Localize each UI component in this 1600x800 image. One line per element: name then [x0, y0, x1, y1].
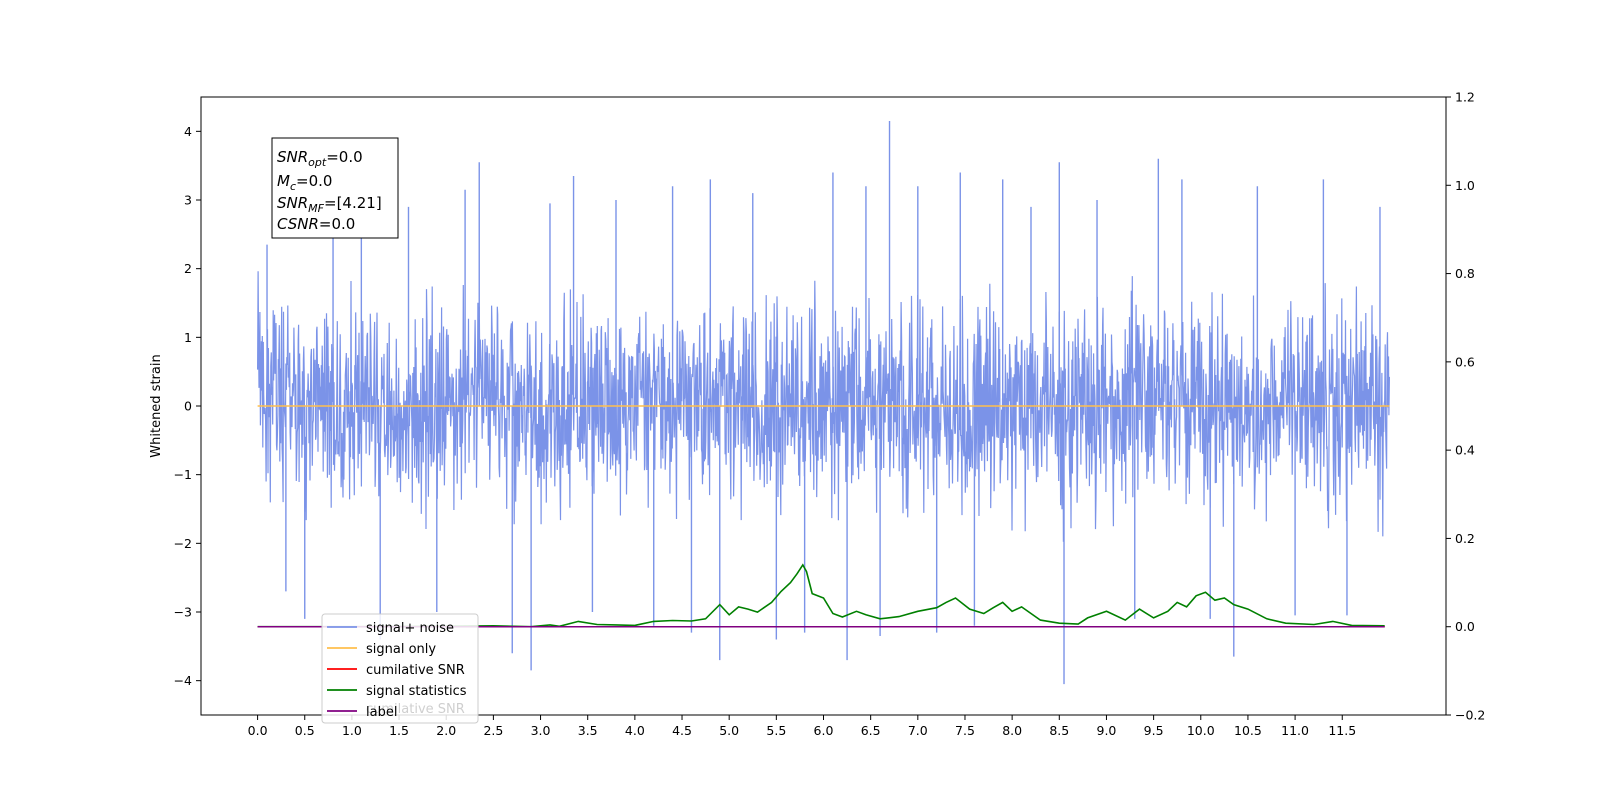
noise-trace — [257, 271, 1390, 542]
x-tick-label: 5.5 — [766, 723, 786, 738]
y-right-tick-label: 0.2 — [1455, 531, 1475, 546]
y-right-tick-label: 0.0 — [1455, 619, 1475, 634]
y-left-tick-label: −4 — [174, 673, 192, 688]
y-left-tick-label: −2 — [174, 536, 192, 551]
x-tick-label: 0.0 — [248, 723, 268, 738]
x-tick-label: 6.5 — [861, 723, 881, 738]
y-axis-right-ticks: −0.2 0.0 0.2 0.4 0.6 0.8 1.0 1.2 — [1446, 90, 1485, 723]
x-tick-label: 3.0 — [531, 723, 551, 738]
x-tick-label: 10.0 — [1187, 723, 1215, 738]
legend-entry: signal only — [366, 642, 436, 657]
x-tick-label: 11.5 — [1328, 723, 1356, 738]
x-tick-label: 8.0 — [1002, 723, 1022, 738]
annotation-snr-opt: SNRopt=0.0 — [277, 148, 363, 169]
x-tick-label: 0.5 — [295, 723, 315, 738]
legend-entry: signal+ noise — [366, 621, 454, 636]
y-axis-label: Whitened strain — [149, 354, 164, 457]
legend-entry: cumilative SNR — [366, 663, 465, 678]
annotation-csnr: CSNR=0.0 — [277, 215, 355, 233]
x-tick-label: 3.5 — [578, 723, 598, 738]
x-tick-label: 5.0 — [719, 723, 739, 738]
x-tick-label: 1.5 — [389, 723, 409, 738]
x-tick-label: 10.5 — [1234, 723, 1262, 738]
annotation-mc: Mc=0.0 — [277, 172, 332, 193]
y-right-tick-label: −0.2 — [1455, 708, 1485, 723]
y-left-tick-label: −1 — [174, 467, 192, 482]
y-left-tick-label: 3 — [184, 193, 192, 208]
x-tick-label: 11.0 — [1281, 723, 1309, 738]
x-tick-label: 1.0 — [342, 723, 362, 738]
x-tick-label: 8.5 — [1049, 723, 1069, 738]
y-right-tick-label: 0.6 — [1455, 354, 1475, 369]
x-tick-label: 6.0 — [814, 723, 834, 738]
annotation-box: SNRopt=0.0 Mc=0.0 SNRMF=[4.21] CSNR=0.0 — [271, 137, 399, 239]
x-tick-label: 2.0 — [436, 723, 456, 738]
y-left-tick-label: 1 — [184, 330, 192, 345]
y-right-tick-label: 0.4 — [1455, 443, 1475, 458]
series-signal-statistics — [257, 563, 1385, 628]
y-right-tick-label: 1.0 — [1455, 178, 1475, 193]
legend-ghost-text: cumilative SNR — [366, 702, 465, 717]
y-right-tick-label: 1.2 — [1455, 90, 1475, 105]
legend: cumilative SNR signal+ noise signal only c… — [321, 613, 479, 724]
legend-entry: signal statistics — [366, 684, 467, 699]
x-tick-label: 4.5 — [672, 723, 692, 738]
annotation-snr-mf: SNRMF=[4.21] — [277, 194, 382, 215]
y-left-tick-label: 0 — [184, 399, 192, 414]
y-axis-left-ticks: −4 −3 −2 −1 0 1 2 3 4 — [174, 124, 201, 688]
x-axis-ticks: 0.0 0.5 1.0 1.5 2.0 2.5 3.0 3.5 4.0 4.5 5.0 5.5 6.0 6… — [248, 715, 1356, 738]
y-left-tick-label: 2 — [184, 261, 192, 276]
x-tick-label: 9.0 — [1097, 723, 1117, 738]
legend-entry: label — [366, 705, 397, 720]
x-tick-label: 7.0 — [908, 723, 928, 738]
y-right-tick-label: 0.8 — [1455, 266, 1475, 281]
y-left-tick-label: 4 — [184, 124, 192, 139]
series-signal-plus-noise — [257, 121, 1390, 685]
x-tick-label: 2.5 — [483, 723, 503, 738]
x-tick-label: 4.0 — [625, 723, 645, 738]
y-left-tick-label: −3 — [174, 605, 192, 620]
x-tick-label: 7.5 — [955, 723, 975, 738]
x-tick-label: 9.5 — [1144, 723, 1164, 738]
